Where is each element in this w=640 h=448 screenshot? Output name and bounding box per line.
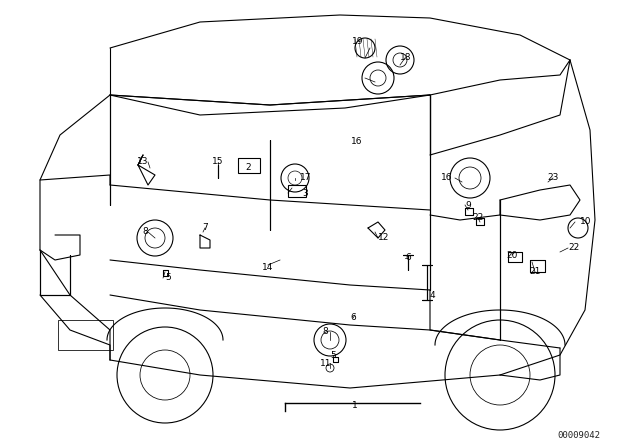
Text: 4: 4 [430, 290, 436, 300]
Text: 8: 8 [142, 228, 148, 237]
Text: 1: 1 [352, 401, 358, 409]
Text: 16: 16 [351, 138, 362, 146]
Text: 8: 8 [322, 327, 328, 336]
Text: 22: 22 [472, 214, 484, 223]
Text: 11: 11 [320, 358, 332, 367]
Text: 10: 10 [580, 217, 591, 227]
Text: 00009042: 00009042 [557, 431, 600, 439]
Text: 6: 6 [350, 314, 356, 323]
Text: 22: 22 [568, 244, 579, 253]
Bar [238, 158, 260, 173]
Text: 21: 21 [529, 267, 541, 276]
Text: 17: 17 [300, 173, 312, 182]
Text: 16: 16 [440, 173, 452, 182]
Text: 9: 9 [465, 201, 471, 210]
Text: 12: 12 [378, 233, 389, 242]
Text: 23: 23 [547, 173, 559, 182]
Text: 7: 7 [202, 224, 208, 233]
Text: 15: 15 [212, 158, 224, 167]
Text: 5: 5 [330, 350, 336, 359]
Bar [58, 320, 113, 350]
Text: 18: 18 [400, 53, 412, 63]
Text: 2: 2 [245, 164, 251, 172]
Text: 14: 14 [262, 263, 274, 272]
Text: 5: 5 [165, 273, 171, 283]
Bar [288, 185, 306, 197]
Text: 20: 20 [506, 250, 518, 259]
Text: 6: 6 [405, 254, 411, 263]
Text: 19: 19 [352, 38, 364, 47]
Text: 3: 3 [302, 189, 308, 198]
Text: 13: 13 [136, 158, 148, 167]
